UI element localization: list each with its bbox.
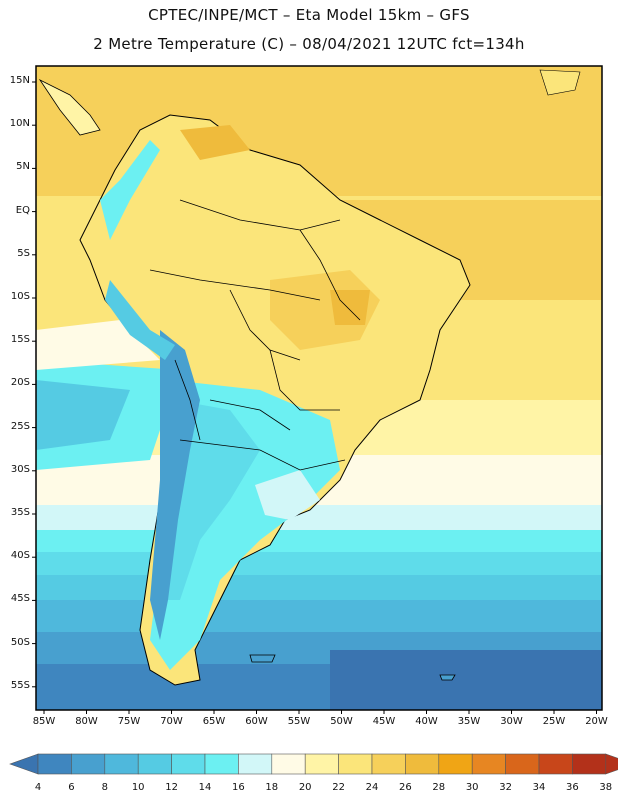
colorbar-tick-label: 4: [34, 782, 42, 793]
lon-tick-label: 65W: [202, 716, 226, 727]
colorbar-tick-label: 10: [131, 782, 145, 793]
lat-tick-label: 30S: [10, 463, 30, 475]
lat-tick-label: 20S: [10, 377, 30, 389]
colorbar-tick-label: 28: [432, 782, 446, 793]
lon-tick-label: 55W: [287, 716, 311, 727]
colorbar-tick-label: 38: [599, 782, 613, 793]
lon-tick-label: 25W: [542, 716, 566, 727]
lat-tick-label: 10S: [10, 291, 30, 302]
lon-tick-label: 70W: [160, 716, 183, 727]
colorbar-swatch: [572, 753, 607, 775]
lon-tick-label: 45W: [372, 716, 396, 727]
colorbar-swatch: [371, 753, 406, 775]
colorbar-tick-label: 12: [165, 782, 178, 793]
lat-tick-label: 50S: [10, 636, 30, 648]
colorbar-tick-label: 16: [232, 782, 245, 793]
map-frame: [35, 65, 603, 711]
lat-tick-label: 35S: [10, 507, 30, 518]
country-borders: [149, 199, 361, 471]
chart-title-line1: CPTEC/INPE/MCT – Eta Model 15km – GFS: [148, 6, 470, 24]
colorbar-swatch: [104, 753, 139, 775]
colorbar-swatch: [37, 753, 72, 775]
colorbar-tick-label: 8: [101, 782, 108, 793]
lat-tick-label: EQ: [15, 204, 30, 216]
colorbar-tick-label: 34: [532, 782, 546, 793]
colorbar-tick-label: 24: [365, 782, 379, 793]
colorbar-tick-label: 26: [399, 782, 412, 793]
colorbar-swatch: [538, 753, 573, 775]
colorbar-swatch: [505, 753, 540, 775]
colorbar-tick-label: 36: [566, 782, 579, 793]
colorbar-swatch: [71, 753, 106, 775]
lat-tick-label: 45S: [10, 593, 30, 605]
lat-tick-label: 10N: [9, 118, 30, 130]
colorbar-tick-label: 22: [332, 782, 345, 793]
lat-tick-label: 5S: [17, 247, 30, 259]
colorbar-arrow-low: [9, 753, 39, 775]
colorbar-swatch: [471, 753, 506, 775]
lon-tick-label: 20W: [585, 716, 608, 727]
colorbar: [9, 753, 618, 775]
colorbar-tick-label: 30: [465, 782, 479, 793]
colorbar-swatch: [338, 753, 373, 775]
lon-tick-label: 50W: [330, 716, 353, 727]
colorbar-swatch: [204, 753, 239, 775]
lat-tick-label: 25S: [10, 420, 30, 432]
colorbar-swatch: [171, 753, 206, 775]
lon-tick-label: 40W: [415, 716, 438, 727]
colorbar-swatch: [238, 753, 273, 775]
lon-tick-label: 35W: [457, 716, 481, 727]
lon-tick-label: 80W: [75, 716, 98, 727]
colorbar-swatch: [137, 753, 172, 775]
colorbar-arrow-high: [605, 753, 618, 775]
lat-tick-label: 55S: [10, 679, 30, 691]
lon-tick-label: 85W: [32, 716, 56, 727]
lat-tick-label: 15N: [9, 75, 30, 86]
lat-tick-label: 5N: [16, 161, 30, 173]
colorbar-tick-label: 6: [68, 782, 75, 793]
lon-tick-label: 60W: [245, 716, 268, 727]
colorbar-tick-label: 32: [499, 782, 512, 793]
lon-tick-label: 30W: [500, 716, 523, 727]
colorbar-tick-label: 18: [265, 782, 279, 793]
lat-tick-label: 40S: [10, 550, 30, 562]
colorbar-tick-label: 14: [198, 782, 212, 793]
lat-tick-label: 15S: [10, 334, 30, 346]
colorbar-swatch: [405, 753, 440, 775]
colorbar-swatch: [438, 753, 473, 775]
colorbar-swatch: [271, 753, 306, 775]
chart-title-line2: 2 Metre Temperature (C) – 08/04/2021 12U…: [93, 35, 525, 53]
temperature-field: [36, 66, 602, 710]
lon-tick-label: 75W: [117, 716, 141, 727]
colorbar-tick-label: 20: [298, 782, 312, 793]
colorbar-swatch: [304, 753, 339, 775]
